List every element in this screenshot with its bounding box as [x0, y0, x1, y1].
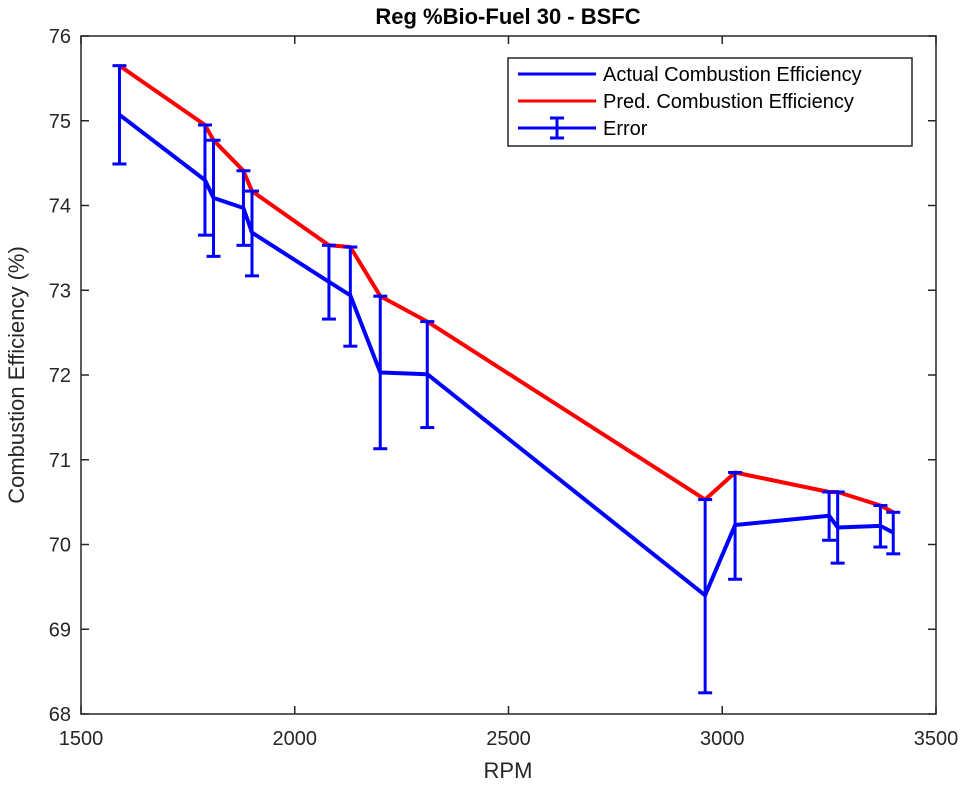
- y-axis-label: Combustion Efficiency (%): [4, 246, 29, 504]
- error-bar: [698, 498, 713, 695]
- error-bar: [112, 64, 127, 166]
- legend-label-actual: Actual Combustion Efficiency: [603, 64, 862, 86]
- y-tick-label: 73: [49, 280, 71, 302]
- error-bar: [373, 294, 388, 451]
- error-bar: [236, 169, 251, 247]
- error-bar: [886, 510, 901, 556]
- y-tick-label: 70: [49, 535, 71, 557]
- tick-layer: 1500 2000 2500 3000 3500 68 69 70 71 72 73 74 75 76: [49, 26, 959, 750]
- legend: Actual Combustion Efficiency Pred. Combu…: [507, 57, 913, 147]
- error-bar: [873, 504, 888, 549]
- chart-title: Reg %Bio-Fuel 30 - BSFC: [375, 4, 640, 29]
- x-tick-label: 3500: [914, 728, 959, 750]
- y-tick-label: 74: [49, 196, 71, 218]
- error-bar: [321, 243, 336, 321]
- y-tick-label: 68: [49, 704, 71, 726]
- x-tick-label: 2500: [486, 728, 531, 750]
- legend-label-error: Error: [603, 118, 648, 140]
- y-tick-label: 75: [49, 111, 71, 133]
- errorbar-layer: [112, 64, 901, 695]
- y-tick-label: 71: [49, 450, 71, 472]
- error-bar: [197, 123, 212, 237]
- y-tick-label: 69: [49, 619, 71, 641]
- legend-label-pred: Pred. Combustion Efficiency: [603, 91, 854, 113]
- x-tick-label: 3000: [700, 728, 745, 750]
- x-tick-label: 2000: [273, 728, 318, 750]
- error-bar: [343, 245, 358, 348]
- x-axis-label: RPM: [484, 758, 533, 783]
- error-bar: [420, 320, 435, 430]
- error-bar: [830, 490, 845, 565]
- y-tick-label: 72: [49, 365, 71, 387]
- error-bar: [206, 138, 221, 258]
- y-tick-label: 76: [49, 26, 71, 48]
- error-bar: [728, 470, 743, 581]
- error-bar: [245, 189, 259, 278]
- x-tick-label: 1500: [59, 728, 104, 750]
- legend-swatch-error: [518, 116, 596, 140]
